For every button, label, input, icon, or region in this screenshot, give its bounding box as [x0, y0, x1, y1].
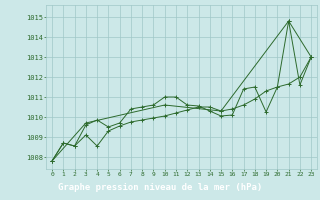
- Text: Graphe pression niveau de la mer (hPa): Graphe pression niveau de la mer (hPa): [58, 182, 262, 192]
